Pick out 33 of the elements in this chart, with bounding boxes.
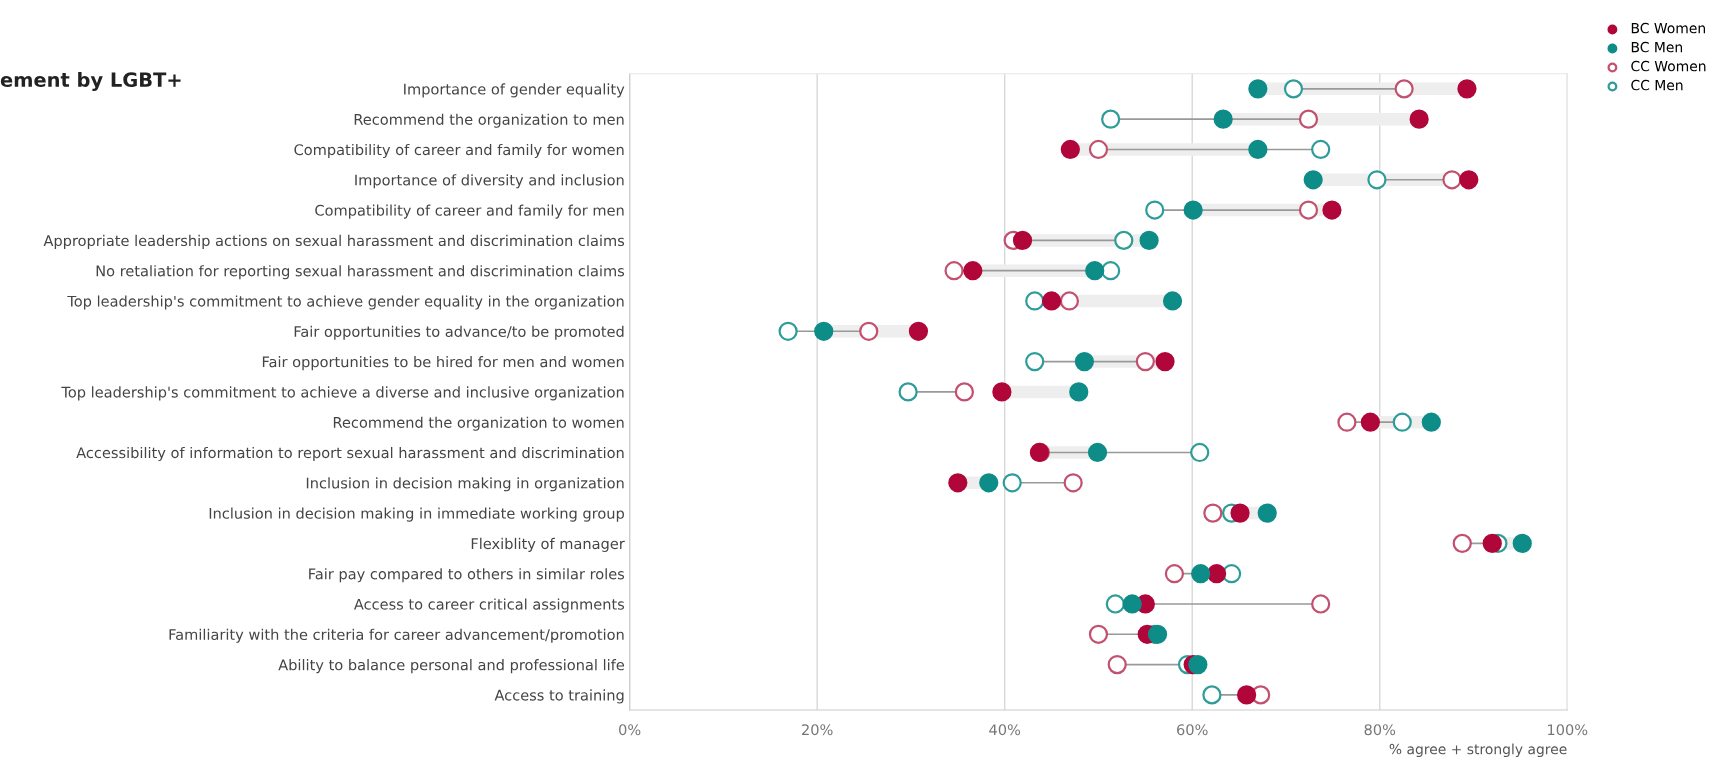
y-tick-label: Recommend the organization to men bbox=[354, 113, 624, 128]
y-tick-label: Top leadership's commitment to achieve gender equality in the organization bbox=[67, 295, 624, 310]
y-tick-label: Fair opportunities to advance/to be promoted bbox=[294, 325, 624, 340]
y-tick-label: Compatibility of career and family for women bbox=[294, 143, 624, 159]
x-tick-label: 0% bbox=[619, 724, 641, 736]
y-tick-label: Familiarity with the criteria for career advancement/promotion bbox=[169, 628, 624, 643]
legend-label: BC Men bbox=[1631, 41, 1683, 53]
x-axis-title: % agree + strongly agree bbox=[1389, 743, 1567, 758]
y-tick-label: Access to training bbox=[494, 689, 624, 704]
y-tick-label: Access to career critical assignments bbox=[353, 598, 625, 613]
x-tick-label: 60% bbox=[1177, 724, 1208, 736]
x-tick-label: 100% bbox=[1548, 724, 1588, 736]
y-tick-label: Fair opportunities to be hired for men and women bbox=[262, 356, 624, 371]
y-tick-label: Top leadership's commitment to achieve a diverse and inclusive organization bbox=[61, 386, 624, 401]
y-tick-label: Importance of gender equality bbox=[404, 83, 625, 98]
x-tick-label: 20% bbox=[802, 724, 833, 736]
y-tick-label: Inclusion in decision making in immediate working group bbox=[209, 507, 624, 522]
y-tick-label: Ability to balance personal and professional life bbox=[278, 659, 625, 674]
legend-label: CC Women bbox=[1631, 60, 1706, 72]
y-tick-label: Flexiblity of manager bbox=[471, 537, 625, 552]
x-tick-label: 40% bbox=[989, 724, 1021, 736]
y-tick-label: Compatibility of career and family for men bbox=[315, 204, 624, 219]
y-tick-label: Importance of diversity and inclusion bbox=[355, 174, 624, 189]
legend-label: CC Men bbox=[1631, 79, 1683, 91]
legend-label: BC Women bbox=[1631, 22, 1705, 34]
y-tick-label: Inclusion in decision making in organization bbox=[306, 477, 624, 492]
y-tick-label: Recommend the organization to women bbox=[333, 416, 624, 431]
y-tick-label: Appropriate leadership actions on sexual harassment and discrimination claims bbox=[43, 234, 625, 249]
y-tick-label: Accessibility of information to report sexual harassment and discrimination bbox=[76, 446, 624, 462]
y-tick-label: No retaliation for reporting sexual harassment and discrimination claims bbox=[96, 265, 625, 280]
y-tick-label: Fair pay compared to others in similar roles bbox=[309, 568, 625, 583]
x-tick-label: 80% bbox=[1364, 724, 1396, 736]
text: ement by LGBT+ bbox=[0, 71, 181, 91]
